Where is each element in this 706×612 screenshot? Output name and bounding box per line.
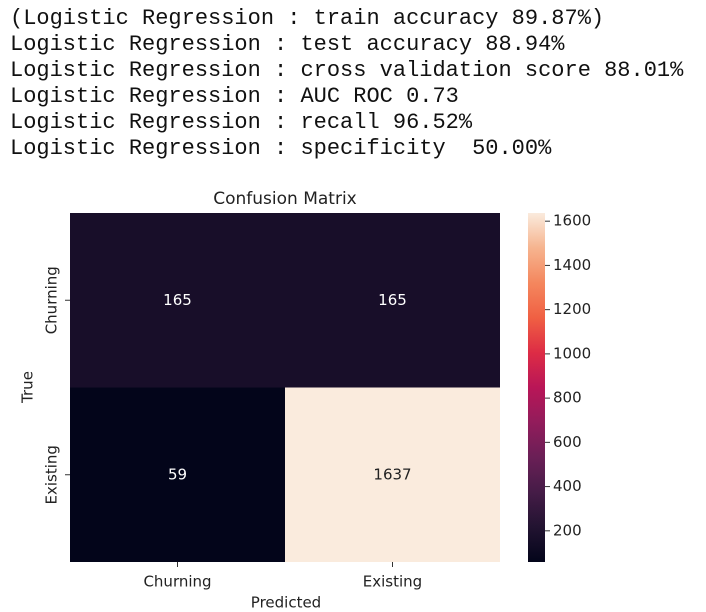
- heatmap-cell: [70, 387, 285, 562]
- cell-label: 1637: [373, 465, 411, 483]
- colorbar: [528, 213, 545, 562]
- x-axis-label: Predicted: [251, 594, 321, 612]
- heatmap-cell: [285, 387, 500, 562]
- colorbar-tick-label: 400: [553, 477, 582, 495]
- colorbar-tick-label: 200: [553, 521, 582, 539]
- chart-title: Confusion Matrix: [213, 189, 357, 209]
- heatmap-cell: [70, 213, 285, 388]
- x-tick-label: Churning: [143, 573, 211, 591]
- y-axis-label: True: [19, 371, 37, 404]
- y-tick-label: Churning: [43, 266, 61, 334]
- cell-label: 59: [168, 465, 187, 483]
- output-line: Logistic Regression : specificity 50.00%: [10, 136, 552, 161]
- colorbar-tick-label: 1000: [553, 344, 591, 362]
- output-line: Logistic Regression : test accuracy 88.9…: [10, 32, 565, 57]
- output-line: Logistic Regression : recall 96.52%: [10, 110, 473, 135]
- x-tick-label: Existing: [363, 573, 422, 591]
- cell-label: 165: [378, 291, 407, 309]
- y-tick-label: Existing: [43, 445, 61, 504]
- output-line: (Logistic Regression : train accuracy 89…: [10, 6, 604, 31]
- colorbar-tick-label: 1200: [553, 300, 591, 318]
- cell-label: 165: [163, 291, 192, 309]
- colorbar-tick-label: 1600: [553, 212, 591, 230]
- colorbar-tick-label: 1400: [553, 256, 591, 274]
- output-line: Logistic Regression : cross validation s…: [10, 58, 684, 83]
- output-line: Logistic Regression : AUC ROC 0.73: [10, 84, 459, 109]
- heatmap-cell: [285, 213, 500, 388]
- colorbar-tick-label: 600: [553, 433, 582, 451]
- colorbar-tick-label: 800: [553, 389, 582, 407]
